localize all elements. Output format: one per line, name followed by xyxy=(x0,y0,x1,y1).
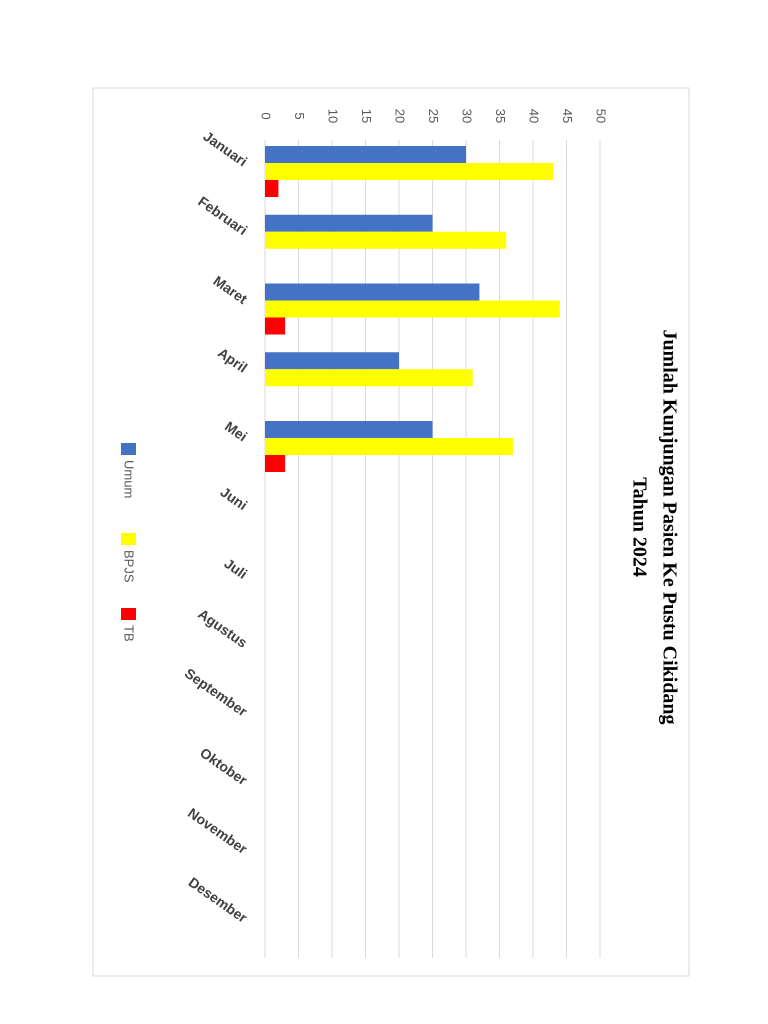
legend-swatch xyxy=(121,533,136,545)
y-tick-label: 30 xyxy=(460,109,475,123)
bar xyxy=(265,369,473,387)
y-tick-label: 45 xyxy=(560,109,575,123)
y-tick-label: 20 xyxy=(393,109,408,123)
y-tick-label: 35 xyxy=(493,109,508,123)
bar xyxy=(265,231,507,249)
bar xyxy=(265,438,513,455)
bar xyxy=(265,317,286,335)
y-tick-label: 10 xyxy=(326,109,341,123)
legend-label: Umum xyxy=(122,460,137,498)
y-tick-label: 40 xyxy=(527,109,542,123)
bar xyxy=(265,283,480,301)
y-tick-label: 0 xyxy=(259,112,274,119)
chart-title: Jumlah Kunjungan Pasien Ke Pustu Cikidan… xyxy=(658,329,680,724)
legend-swatch xyxy=(121,608,136,620)
bar xyxy=(265,421,433,438)
chart-title: Tahun 2024 xyxy=(628,477,650,577)
y-tick-label: 50 xyxy=(594,109,609,123)
legend-swatch xyxy=(121,443,136,455)
bar xyxy=(265,455,286,472)
bar xyxy=(265,146,466,163)
legend-label: BPJS xyxy=(122,550,137,583)
y-tick-label: 5 xyxy=(292,112,307,119)
y-tick-label: 25 xyxy=(426,109,441,123)
bar xyxy=(265,300,560,318)
bar xyxy=(265,214,433,232)
bar xyxy=(265,352,399,370)
bar xyxy=(265,180,279,197)
bar xyxy=(265,163,554,180)
y-tick-label: 15 xyxy=(359,109,374,123)
legend-label: TB xyxy=(122,625,137,642)
